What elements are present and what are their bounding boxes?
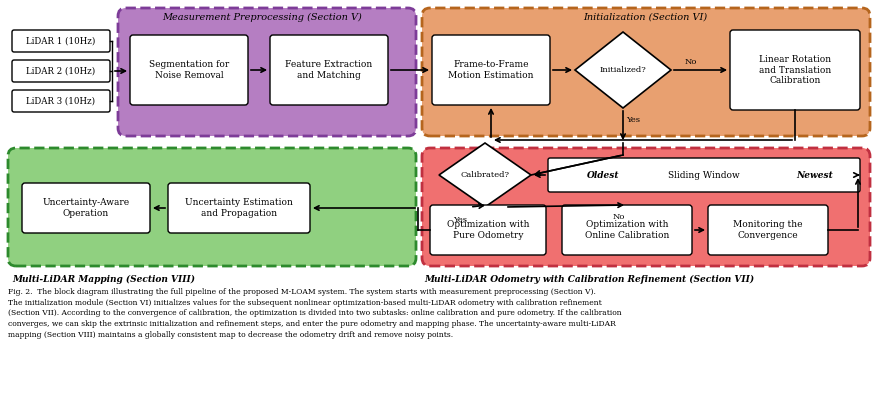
Polygon shape [574,32,670,108]
Text: Linear Rotation
and Translation
Calibration: Linear Rotation and Translation Calibrat… [758,55,831,85]
FancyBboxPatch shape [561,205,691,255]
Text: Optimization with
Online Calibration: Optimization with Online Calibration [584,220,668,240]
Text: Fig. 2.  The block diagram illustrating the full pipeline of the proposed M-LOAM: Fig. 2. The block diagram illustrating t… [8,288,621,339]
FancyBboxPatch shape [12,60,110,82]
FancyBboxPatch shape [168,183,310,233]
Text: Optimization with
Pure Odometry: Optimization with Pure Odometry [446,220,529,240]
FancyBboxPatch shape [130,35,247,105]
FancyBboxPatch shape [707,205,827,255]
Text: LiDAR 1 (10Hz): LiDAR 1 (10Hz) [26,37,96,45]
Text: Initialization (Section VI): Initialization (Section VI) [582,13,706,22]
FancyBboxPatch shape [431,35,549,105]
Text: Calibrated?: Calibrated? [460,171,509,179]
FancyBboxPatch shape [8,148,416,266]
FancyBboxPatch shape [12,90,110,112]
FancyBboxPatch shape [422,148,869,266]
Text: Uncertainty Estimation
and Propagation: Uncertainty Estimation and Propagation [185,198,293,218]
Text: Yes: Yes [453,216,467,224]
Text: Sliding Window: Sliding Window [667,171,739,180]
Text: Feature Extraction
and Matching: Feature Extraction and Matching [285,60,372,80]
FancyBboxPatch shape [422,8,869,136]
Text: Multi-LiDAR Odometry with Calibration Refinement (Section VII): Multi-LiDAR Odometry with Calibration Re… [424,275,753,284]
FancyBboxPatch shape [729,30,859,110]
Text: Multi-LiDAR Mapping (Section VIII): Multi-LiDAR Mapping (Section VIII) [12,275,195,284]
FancyBboxPatch shape [118,8,416,136]
Text: Uncertainty-Aware
Operation: Uncertainty-Aware Operation [42,198,130,218]
Text: Initialized?: Initialized? [599,66,645,74]
Text: Monitoring the
Convergence: Monitoring the Convergence [732,220,802,240]
FancyBboxPatch shape [12,30,110,52]
Text: Segmentation for
Noise Removal: Segmentation for Noise Removal [149,60,229,80]
Text: No: No [684,58,696,66]
FancyBboxPatch shape [430,205,545,255]
FancyBboxPatch shape [22,183,150,233]
Text: LiDAR 3 (10Hz): LiDAR 3 (10Hz) [26,97,96,106]
Text: No: No [612,213,624,221]
Text: Oldest: Oldest [586,171,618,180]
Polygon shape [438,143,531,207]
Text: Yes: Yes [625,116,639,124]
FancyBboxPatch shape [270,35,388,105]
Text: Frame-to-Frame
Motion Estimation: Frame-to-Frame Motion Estimation [448,60,533,80]
FancyBboxPatch shape [547,158,859,192]
Text: Measurement Preprocessing (Section V): Measurement Preprocessing (Section V) [162,13,361,22]
Text: Newest: Newest [795,171,832,180]
Text: LiDAR 2 (10Hz): LiDAR 2 (10Hz) [26,67,96,76]
